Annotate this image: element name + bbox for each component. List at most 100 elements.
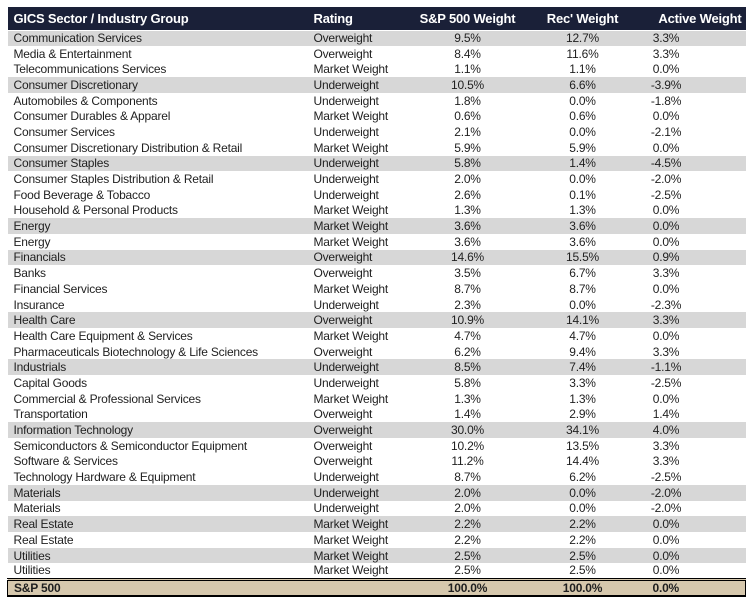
sp500-cell: 1.3% xyxy=(454,203,481,218)
column-header-active: Active Weight xyxy=(638,7,746,31)
rating-cell: Overweight xyxy=(313,454,373,469)
sp500-cell: 2.0% xyxy=(454,485,481,500)
active-cell: 3.3% xyxy=(652,266,680,281)
sp500-cell: 2.0% xyxy=(454,501,481,516)
industry-row: Semiconductors & Semiconductor Equipment… xyxy=(7,437,746,454)
sector-cell: Communication Services xyxy=(13,31,143,46)
rec-cell: 1.4% xyxy=(569,156,596,171)
rating-cell: Underweight xyxy=(313,470,379,485)
sp500-cell: 30.0% xyxy=(450,423,485,438)
industry-row: Automobiles & Components Underweight 1.8% 0… xyxy=(7,92,746,109)
sector-cell: Transportation xyxy=(13,407,88,422)
rating-cell: Market Weight xyxy=(313,109,389,124)
table-footer: S&P 500 100.0% 100.0% 0.0% xyxy=(7,577,746,598)
rec-cell: 3.6% xyxy=(569,234,596,249)
footer-row: S&P 500 100.0% 100.0% 0.0% xyxy=(7,577,746,598)
rating-cell: Underweight xyxy=(313,485,379,500)
sp500-cell: 2.3% xyxy=(454,297,481,312)
active-cell: -2.0% xyxy=(650,485,682,500)
active-cell: -3.9% xyxy=(650,77,682,92)
industry-row: Software & Services Overweight 11.2% 14.4% 3… xyxy=(7,453,746,470)
rec-cell: 11.6% xyxy=(566,46,599,61)
rating-cell: Overweight xyxy=(313,407,373,422)
active-cell: 0.0% xyxy=(652,563,680,578)
rec-cell: 0.0% xyxy=(569,501,596,516)
sector-row: Financials Overweight 14.6% 15.5% 0.9% xyxy=(7,249,746,266)
sector-cell: Utilities xyxy=(13,563,51,578)
rating-cell: Market Weight xyxy=(313,203,389,218)
rec-cell: 12.7% xyxy=(565,31,600,46)
sector-cell: Pharmaceuticals Biotechnology & Life Sci… xyxy=(13,344,259,359)
rec-cell: 14.1% xyxy=(565,313,600,328)
sector-cell: Information Technology xyxy=(13,423,134,438)
rec-cell: 0.0% xyxy=(569,93,596,108)
rec-cell: 34.1% xyxy=(565,423,600,438)
sector-cell: Consumer Staples xyxy=(13,156,110,171)
column-header-rec: Rec' Weight xyxy=(526,7,639,31)
sector-row: Consumer Discretionary Underweight 10.5% 6.… xyxy=(7,77,746,93)
sector-cell: Consumer Discretionary xyxy=(13,77,139,92)
active-cell: 3.3% xyxy=(652,46,680,61)
rating-cell: Underweight xyxy=(313,172,379,187)
sector-cell: Insurance xyxy=(13,297,65,312)
active-cell: -2.1% xyxy=(650,124,682,139)
sector-cell: Software & Services xyxy=(13,454,118,469)
sp500-cell: 10.9% xyxy=(450,313,485,328)
sector-cell: Consumer Durables & Apparel xyxy=(13,109,171,124)
active-cell: -2.0% xyxy=(650,501,682,516)
industry-row: Consumer Discretionary Distribution & Re… xyxy=(7,139,746,156)
industry-row: Banks Overweight 3.5% 6.7% 3.3% xyxy=(7,265,746,281)
active-cell: -1.8% xyxy=(650,93,682,108)
sector-cell: Household & Personal Products xyxy=(13,203,179,218)
industry-row: Consumer Durables & Apparel Market Weight… xyxy=(7,108,746,125)
sector-cell: Banks xyxy=(13,266,47,281)
sector-row: Utilities Market Weight 2.5% 2.5% 0.0% xyxy=(7,547,746,564)
active-cell: 3.3% xyxy=(652,344,680,359)
sector-cell: Real Estate xyxy=(13,517,74,532)
active-cell: -2.3% xyxy=(650,297,682,312)
rec-cell: 1.3% xyxy=(569,391,596,406)
active-cell: 0.0% xyxy=(652,548,680,563)
sp500-cell: 2.6% xyxy=(454,187,481,202)
rating-cell: Underweight xyxy=(313,124,379,139)
active-cell: 0.0% xyxy=(652,281,680,296)
table-body: Communication Services Overweight 9.5% 12.7… xyxy=(7,30,746,580)
active-cell: 0.0% xyxy=(652,517,680,532)
rating-cell: Market Weight xyxy=(313,328,389,343)
rec-cell: 0.6% xyxy=(569,109,596,124)
industry-row: Household & Personal Products Market Weig… xyxy=(7,202,746,219)
rec-cell: 0.0% xyxy=(569,485,596,500)
rating-cell: Overweight xyxy=(313,31,373,46)
rating-cell: Market Weight xyxy=(313,140,389,155)
sector-cell: Industrials xyxy=(13,360,67,375)
footer-active-cell: 0.0% xyxy=(638,577,746,598)
sp500-cell: 3.6% xyxy=(454,219,481,234)
active-cell: -4.5% xyxy=(650,156,682,171)
rating-cell: Overweight xyxy=(313,46,373,61)
rating-cell: Market Weight xyxy=(313,62,389,77)
rating-cell: Market Weight xyxy=(313,563,389,578)
rating-cell: Underweight xyxy=(313,375,379,390)
rating-cell: Market Weight xyxy=(313,548,389,563)
footer-rating-cell xyxy=(308,577,409,598)
sector-cell: Technology Hardware & Equipment xyxy=(13,470,196,485)
rating-cell: Underweight xyxy=(313,156,379,171)
rating-cell: Overweight xyxy=(313,266,373,281)
sector-cell: Media & Entertainment xyxy=(13,46,132,61)
rec-cell: 4.7% xyxy=(569,328,596,343)
industry-row: Real Estate Market Weight 2.2% 2.2% 0.0% xyxy=(7,532,746,548)
sector-row: Communication Services Overweight 9.5% 12.7… xyxy=(7,30,746,46)
rec-cell: 0.0% xyxy=(569,172,596,187)
active-cell: -2.0% xyxy=(650,172,682,187)
sector-cell: Health Care xyxy=(13,313,76,328)
rec-cell: 0.0% xyxy=(569,124,596,139)
active-cell: 0.0% xyxy=(652,109,680,124)
sector-row: Real Estate Market Weight 2.2% 2.2% 0.0% xyxy=(7,516,746,532)
sector-cell: Materials xyxy=(13,501,61,516)
sp500-cell: 5.8% xyxy=(454,375,481,390)
active-cell: -2.5% xyxy=(650,187,682,202)
rating-cell: Market Weight xyxy=(313,234,389,249)
sector-cell: Consumer Services xyxy=(13,124,116,139)
rec-cell: 3.6% xyxy=(569,219,596,234)
sp500-cell: 1.3% xyxy=(454,391,481,406)
